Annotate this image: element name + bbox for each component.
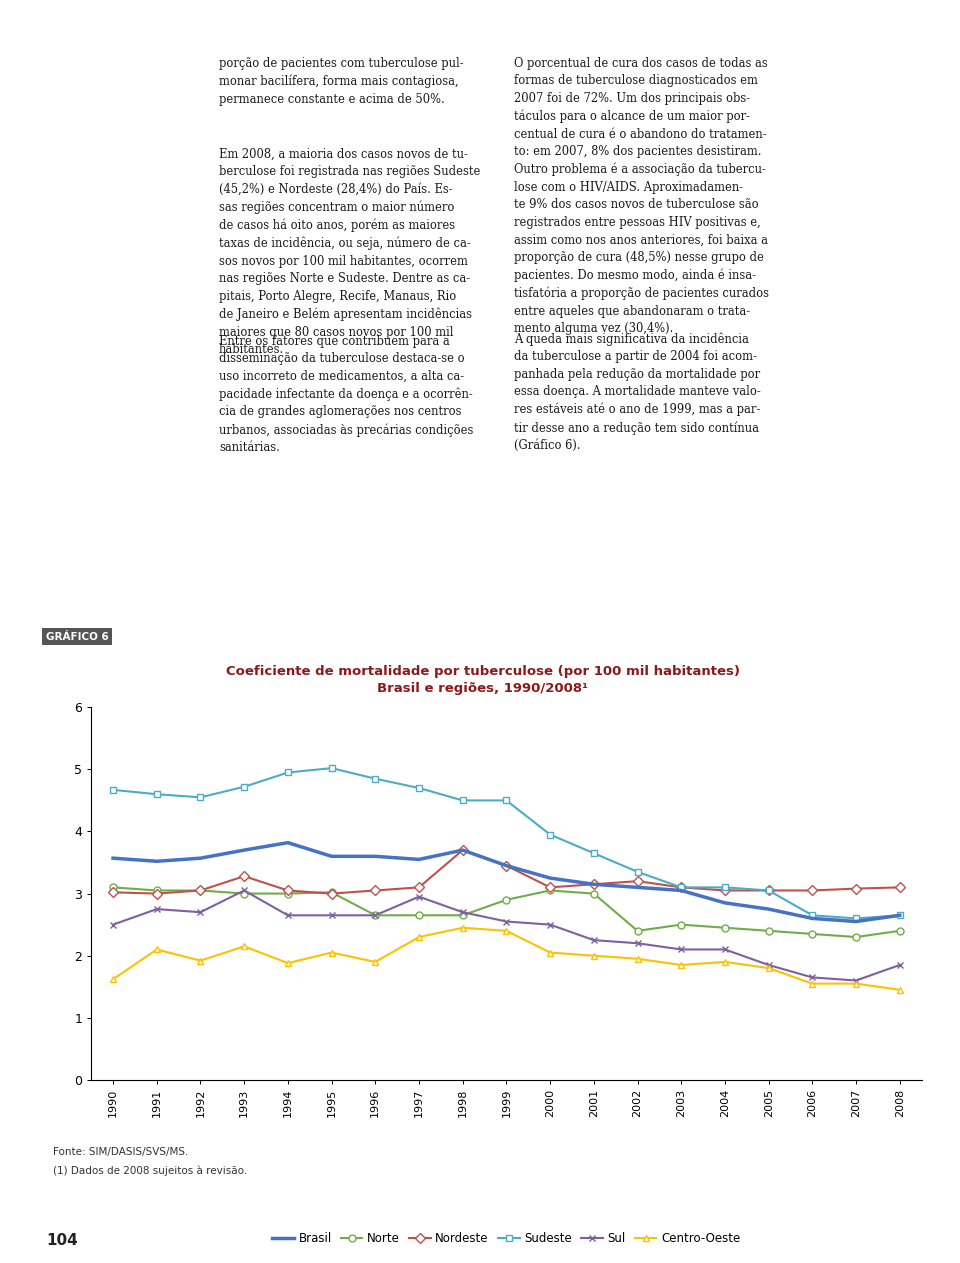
Text: (1) Dados de 2008 sujeitos à revisão.: (1) Dados de 2008 sujeitos à revisão.: [53, 1166, 247, 1176]
Text: A queda mais significativa da incidência
da tuberculose a partir de 2004 foi aco: A queda mais significativa da incidência…: [514, 332, 760, 452]
Text: Fonte: SIM/DASIS/SVS/MS.: Fonte: SIM/DASIS/SVS/MS.: [53, 1147, 188, 1157]
Legend: Brasil, Norte, Nordeste, Sudeste, Sul, Centro-Oeste: Brasil, Norte, Nordeste, Sudeste, Sul, C…: [268, 1228, 745, 1250]
Text: Em 2008, a maioria dos casos novos de tu-
berculose foi registrada nas regiões S: Em 2008, a maioria dos casos novos de tu…: [219, 148, 480, 356]
FancyBboxPatch shape: [32, 644, 934, 1231]
Text: GRÁFICO 6: GRÁFICO 6: [46, 632, 108, 642]
Text: O porcentual de cura dos casos de todas as
formas de tuberculose diagnosticados : O porcentual de cura dos casos de todas …: [514, 57, 769, 335]
Text: 104: 104: [46, 1233, 78, 1248]
Text: Brasil e regiões, 1990/2008¹: Brasil e regiões, 1990/2008¹: [377, 682, 588, 695]
Text: porção de pacientes com tuberculose pul-
monar bacilífera, forma mais contagiosa: porção de pacientes com tuberculose pul-…: [219, 57, 464, 106]
Text: Coeficiente de mortalidade por tuberculose (por 100 mil habitantes): Coeficiente de mortalidade por tuberculo…: [226, 666, 740, 678]
Text: Entre os fatores que contribuem para a
disseminação da tuberculose destaca-se o
: Entre os fatores que contribuem para a d…: [219, 335, 473, 455]
